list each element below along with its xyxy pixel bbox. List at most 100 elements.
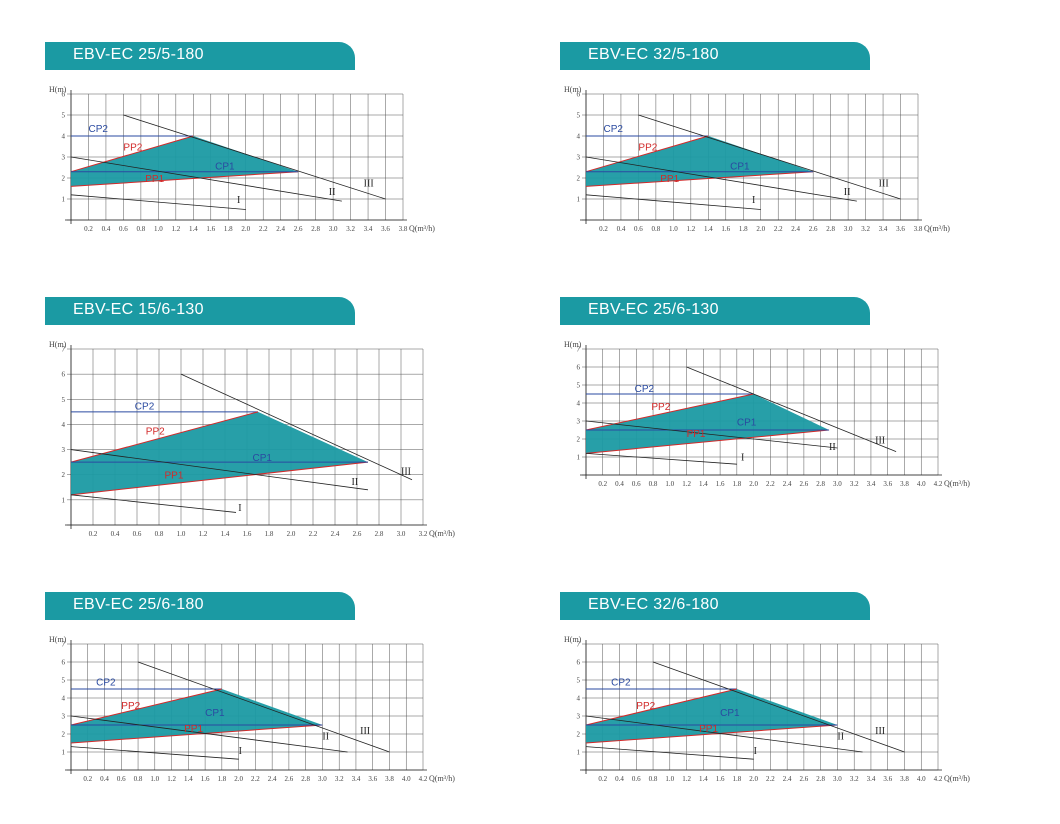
x-tick-label: 1.4: [189, 225, 198, 233]
chart-title: EBV-EC 25/6-130: [588, 301, 719, 318]
curve-pp1: [70, 724, 323, 744]
x-tick-label: 3.4: [364, 225, 373, 233]
series-label-pp1: PP1: [699, 724, 718, 735]
series-label-iii: III: [875, 436, 885, 447]
y-tick-label: 4: [577, 400, 581, 408]
y-tick-label: 6: [62, 659, 66, 667]
curve-pp1: [70, 461, 369, 496]
x-tick-label: 1.8: [732, 775, 741, 783]
y-tick-label: 3: [62, 154, 66, 162]
x-tick-label: 1.2: [199, 530, 208, 538]
series-label-pp2: PP2: [121, 701, 140, 712]
y-axis-label: H(m): [564, 85, 582, 94]
chart-title: EBV-EC 25/5-180: [73, 46, 204, 63]
y-tick-label: 6: [577, 91, 581, 99]
x-tick-label: 2.0: [234, 775, 243, 783]
x-tick-label: 2.6: [285, 775, 294, 783]
chart-title: EBV-EC 15/6-130: [73, 301, 204, 318]
pump-curve-chart: 0.2 0.4 0.6 0.8 1.0 1.2 1.4 1.6 1.8 2.0 2.2 2.4 2.6 2…: [564, 635, 970, 783]
series-label-cp2: CP2: [611, 677, 631, 688]
chart-title-bar: EBV-EC 32/5-180: [560, 42, 870, 70]
curve-i: [585, 453, 737, 465]
x-tick-label: 0.2: [598, 480, 607, 488]
x-tick-label: 0.4: [617, 225, 626, 233]
x-tick-label: 3.0: [833, 480, 842, 488]
series-label-i: I: [237, 195, 240, 206]
x-tick-label: 3.8: [385, 775, 394, 783]
y-tick-label: 6: [577, 659, 581, 667]
series-label-iii: III: [364, 178, 374, 189]
curve-i: [70, 746, 239, 760]
x-tick-label: 2.2: [309, 530, 318, 538]
y-tick-label: 7: [62, 346, 66, 354]
x-tick-label: 2.4: [276, 225, 285, 233]
x-tick-label: 3.0: [318, 775, 327, 783]
x-tick-label: 2.8: [375, 530, 384, 538]
operating-area: [71, 136, 299, 187]
series-label-cp2: CP2: [635, 384, 655, 395]
y-tick-label: 6: [577, 364, 581, 372]
y-tick-label: 2: [577, 731, 581, 739]
series-label-i: I: [752, 195, 755, 206]
series-label-iii: III: [401, 467, 411, 478]
y-tick-label: 4: [577, 695, 581, 703]
pump-curve-chart: 0.2 0.4 0.6 0.8 1.0 1.2 1.4 1.6 1.8 2.0 2.2 2.4 2.6 2…: [49, 340, 455, 538]
y-tick-label: 6: [62, 91, 66, 99]
x-tick-label: 0.6: [119, 225, 128, 233]
curve-iii: [137, 661, 390, 753]
y-tick-label: 1: [62, 496, 66, 504]
series-label-i: I: [741, 453, 744, 464]
x-axis-label: Q(m³/h): [944, 479, 970, 488]
x-tick-label: 1.6: [206, 225, 215, 233]
x-tick-label: 1.8: [739, 225, 748, 233]
y-axis-label: H(m): [564, 340, 582, 349]
series-label-cp1: CP1: [730, 162, 750, 173]
x-tick-label: 1.8: [265, 530, 274, 538]
y-tick-label: 4: [62, 695, 66, 703]
x-tick-label: 0.6: [632, 480, 641, 488]
chart-title-bar: EBV-EC 25/6-180: [45, 592, 355, 620]
curve-ii: [70, 715, 348, 753]
x-tick-label: 0.4: [615, 480, 624, 488]
series-label-cp1: CP1: [737, 418, 757, 429]
x-tick-label: 3.0: [833, 775, 842, 783]
series-label-ii: II: [329, 187, 336, 198]
curve-iii: [686, 366, 897, 452]
x-tick-label: 0.6: [117, 775, 126, 783]
y-tick-label: 5: [577, 382, 581, 390]
y-tick-label: 3: [577, 713, 581, 721]
x-tick-label: 4.0: [402, 775, 411, 783]
x-tick-label: 1.6: [201, 775, 210, 783]
y-tick-label: 5: [62, 112, 66, 120]
y-tick-label: 2: [62, 731, 66, 739]
operating-area: [586, 689, 838, 743]
x-tick-label: 2.6: [294, 225, 303, 233]
x-tick-label: 1.6: [716, 775, 725, 783]
series-label-cp1: CP1: [205, 708, 225, 719]
curve-iii: [123, 114, 386, 200]
x-tick-label: 0.4: [615, 775, 624, 783]
y-tick-label: 3: [62, 446, 66, 454]
x-tick-label: 3.4: [879, 225, 888, 233]
curve-pp1: [70, 171, 299, 187]
x-tick-label: 2.2: [259, 225, 268, 233]
series-label-cp2: CP2: [603, 124, 623, 135]
x-tick-label: 3.8: [900, 775, 909, 783]
x-tick-label: 1.4: [699, 480, 708, 488]
x-tick-label: 2.4: [783, 480, 792, 488]
y-tick-label: 7: [62, 641, 66, 649]
x-tick-label: 0.8: [155, 530, 164, 538]
series-label-pp1: PP1: [165, 470, 184, 481]
curve-ii: [585, 715, 863, 753]
series-label-pp2: PP2: [636, 701, 655, 712]
x-axis-label: Q(m³/h): [429, 529, 455, 538]
x-tick-label: 2.8: [826, 225, 835, 233]
x-tick-label: 3.0: [397, 530, 406, 538]
x-tick-label: 1.4: [184, 775, 193, 783]
x-tick-label: 1.2: [167, 775, 176, 783]
operating-area: [71, 411, 368, 495]
x-tick-label: 1.8: [217, 775, 226, 783]
curve-iii: [180, 373, 413, 481]
series-label-ii: II: [837, 731, 844, 742]
y-tick-label: 3: [62, 713, 66, 721]
